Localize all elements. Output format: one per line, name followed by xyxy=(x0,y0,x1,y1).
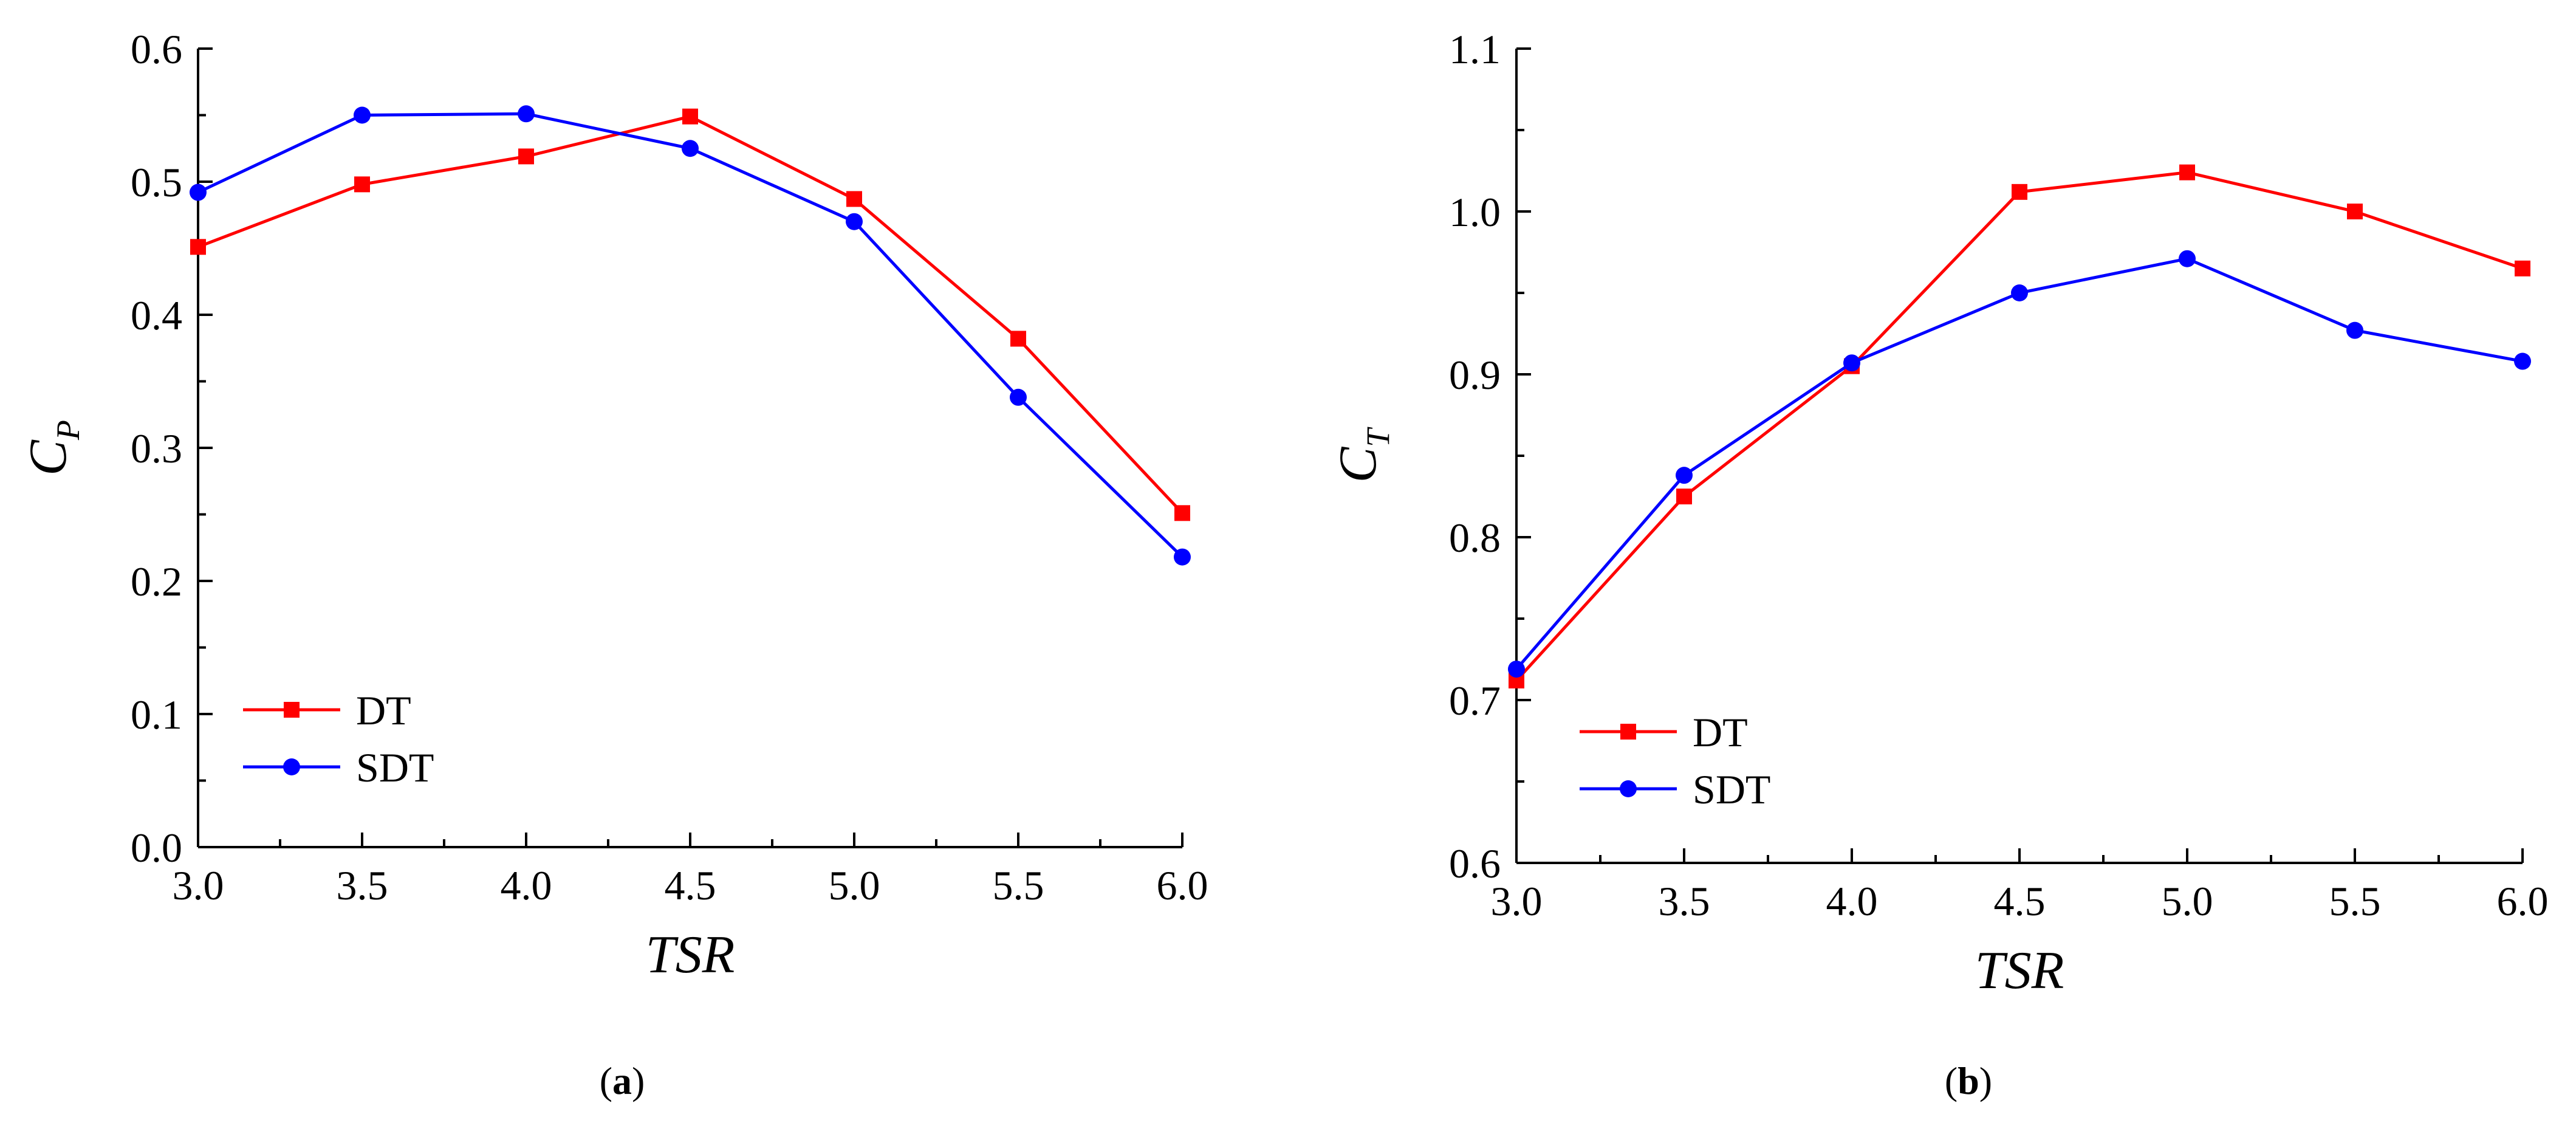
y-axis-title-subscript: T xyxy=(1360,427,1396,447)
legend-marker-sdt xyxy=(1620,780,1637,797)
series-line-dt xyxy=(197,115,1184,515)
panel-caption: (a) xyxy=(600,1059,645,1102)
chart-panel-a: 0.0 0.1 0.2 0.3 0.4 0.5 0.6 3.0 3.5 4.0 4.5 5.0 5.5 6… xyxy=(19,26,1208,1102)
data-point-sdt xyxy=(682,140,699,157)
y-tick-label: 1.1 xyxy=(1449,26,1501,72)
y-axis-title-main: C xyxy=(1329,446,1388,483)
x-axis-title: TSR xyxy=(646,926,735,984)
data-point-dt xyxy=(518,148,534,165)
data-point-sdt xyxy=(1843,354,1860,372)
legend-label-sdt: SDT xyxy=(1693,766,1770,812)
x-tick-label: 5.5 xyxy=(2329,878,2381,924)
data-point-sdt xyxy=(2179,250,2196,267)
x-tick-label: 4.5 xyxy=(665,862,716,908)
data-point-dt xyxy=(1174,505,1190,521)
legend-marker-dt xyxy=(1620,724,1636,740)
x-axis-title: TSR xyxy=(1975,941,2064,1000)
x-tick-label: 3.0 xyxy=(1491,878,1543,924)
legend-label-sdt: SDT xyxy=(356,744,434,791)
x-tick-label: 3.0 xyxy=(173,862,224,908)
y-tick-label: 0.3 xyxy=(131,425,182,472)
data-point-dt xyxy=(2515,260,2530,276)
data-point-dt xyxy=(354,176,370,193)
caption-open-paren: ( xyxy=(1945,1059,1958,1102)
data-point-sdt xyxy=(2011,284,2028,301)
data-point-sdt xyxy=(518,105,535,123)
y-tick-label: 0.6 xyxy=(1449,840,1501,887)
x-tick-label: 4.0 xyxy=(501,862,552,908)
data-point-dt xyxy=(1676,489,1692,504)
y-tick-label: 0.7 xyxy=(1449,678,1501,724)
caption-letter: b xyxy=(1958,1059,1979,1102)
x-tick-label: 3.5 xyxy=(1659,878,1710,924)
y-tick-label: 0.6 xyxy=(131,26,182,72)
x-tick-label: 5.0 xyxy=(829,862,880,908)
y-axis-title-main: C xyxy=(19,439,78,476)
y-tick-label: 0.8 xyxy=(1449,515,1501,561)
data-point-dt xyxy=(846,191,862,207)
y-tick-label: 0.2 xyxy=(131,558,182,605)
series-line-sdt xyxy=(1515,257,2523,670)
data-point-dt xyxy=(2347,204,2363,219)
y-tick-label: 1.0 xyxy=(1449,189,1501,235)
legend: DT SDT xyxy=(243,687,434,791)
data-point-sdt xyxy=(190,184,207,201)
data-point-sdt xyxy=(1508,661,1525,678)
x-tick-label: 5.5 xyxy=(993,862,1044,908)
data-point-sdt xyxy=(1010,388,1027,406)
data-point-dt xyxy=(190,239,206,255)
x-tick-label: 5.0 xyxy=(2162,878,2213,924)
data-point-dt xyxy=(2012,184,2027,200)
series-line-dt xyxy=(1515,171,2523,682)
x-tick-label: 4.0 xyxy=(1826,878,1878,924)
caption-open-paren: ( xyxy=(600,1059,612,1102)
y-axis-title: CT xyxy=(1329,427,1396,483)
y-tick-label: 0.0 xyxy=(131,825,182,871)
caption-letter: a xyxy=(612,1059,632,1102)
chart-panel-b: 0.6 0.7 0.8 0.9 1.0 1.1 3.0 3.5 4.0 4.5 5.0 5.5 6.0 T… xyxy=(1329,26,2549,1102)
panel-caption: (b) xyxy=(1945,1059,1992,1102)
data-point-sdt xyxy=(2346,321,2363,339)
data-point-sdt xyxy=(354,106,371,124)
y-tick-label: 0.4 xyxy=(131,292,182,338)
data-point-sdt xyxy=(1174,548,1191,566)
data-point-sdt xyxy=(846,213,863,230)
y-tick-label: 0.1 xyxy=(131,692,182,738)
caption-close-paren: ) xyxy=(632,1059,645,1102)
y-axis-title: CP xyxy=(19,420,86,476)
legend-label-dt: DT xyxy=(356,687,411,733)
data-point-sdt xyxy=(2514,352,2531,370)
y-axis-title-subscript: P xyxy=(50,420,86,441)
legend: DT SDT xyxy=(1580,709,1770,812)
caption-close-paren: ) xyxy=(1979,1059,1992,1102)
data-point-dt xyxy=(1010,331,1026,347)
x-tick-label: 6.0 xyxy=(2497,878,2549,924)
y-tick-label: 0.5 xyxy=(131,159,182,205)
legend-marker-dt xyxy=(284,702,300,718)
data-point-dt xyxy=(2179,164,2195,180)
y-tick-label: 0.9 xyxy=(1449,352,1501,398)
data-point-sdt xyxy=(1676,467,1693,484)
x-tick-label: 4.5 xyxy=(1994,878,2046,924)
series-line-sdt xyxy=(197,112,1184,558)
x-tick-label: 3.5 xyxy=(337,862,388,908)
legend-marker-sdt xyxy=(283,758,300,775)
data-point-dt xyxy=(682,108,698,125)
x-tick-label: 6.0 xyxy=(1157,862,1208,908)
legend-label-dt: DT xyxy=(1693,709,1748,755)
